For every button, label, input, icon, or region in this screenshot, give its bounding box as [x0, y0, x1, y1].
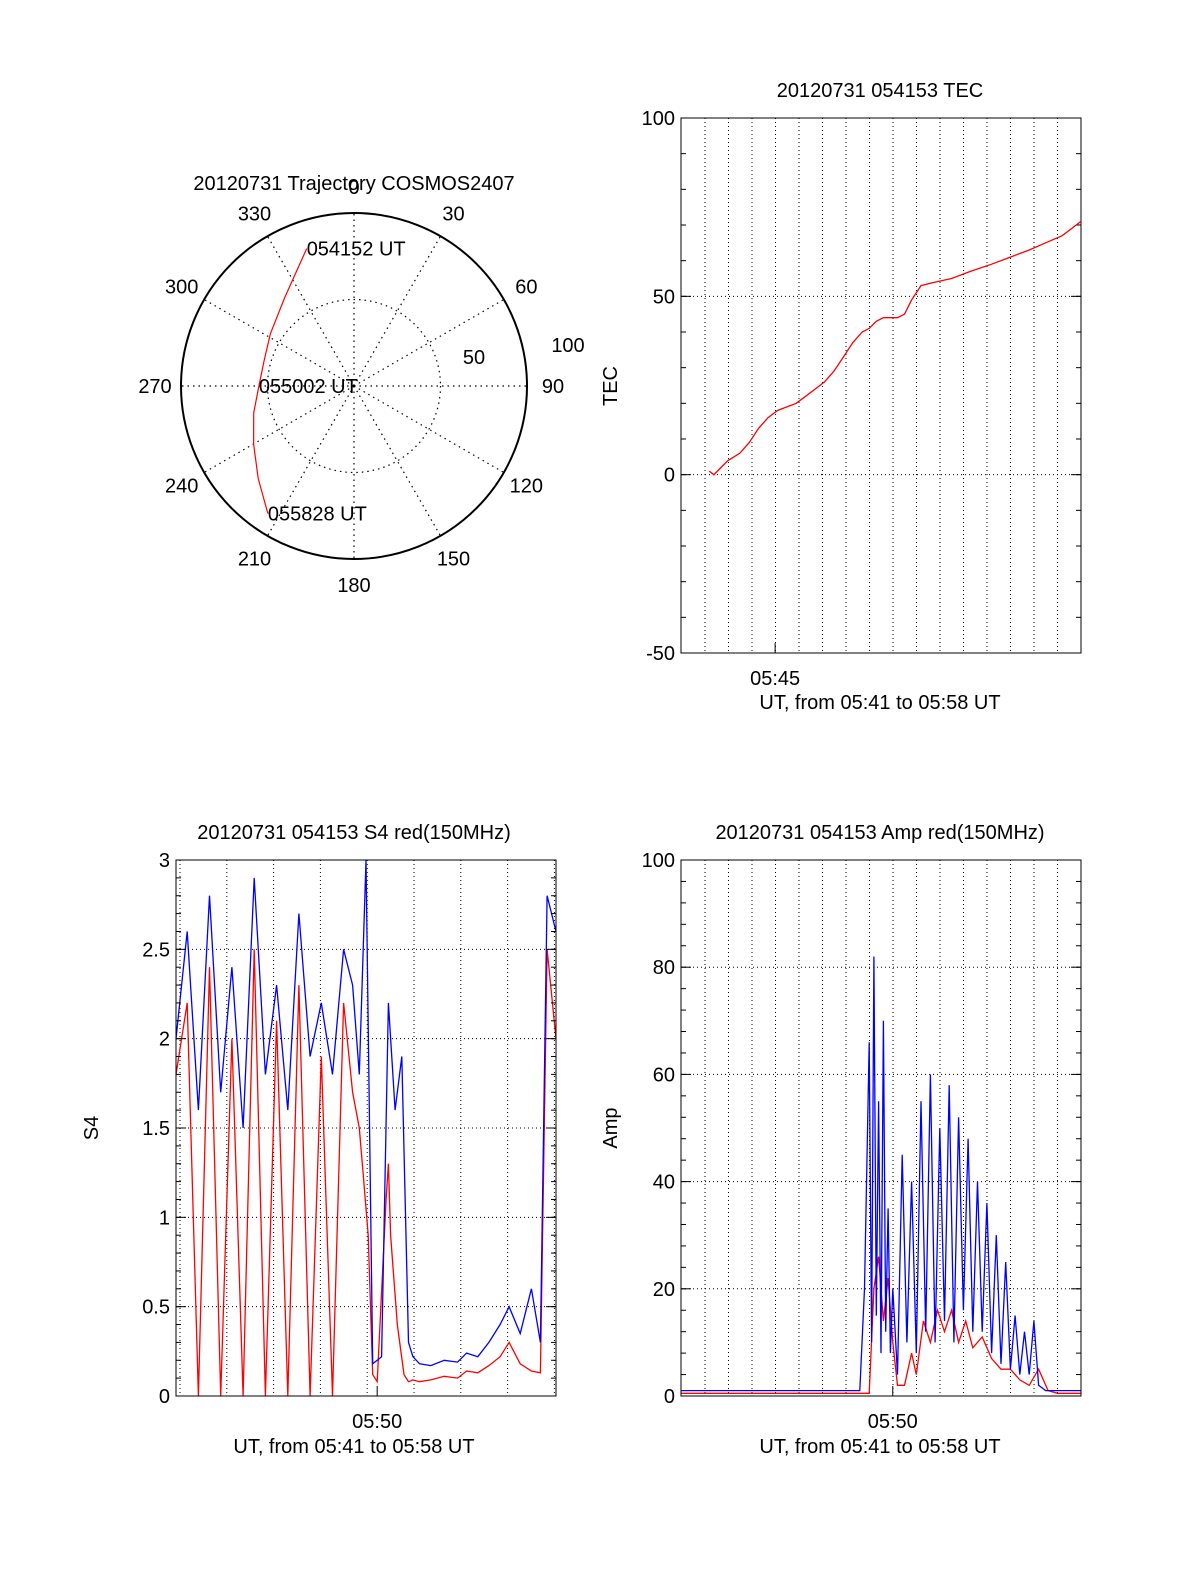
amp-ticks: 0 20 40 60 80 100 05:50	[642, 850, 1081, 1433]
tec-xtick-label: 05:45	[750, 668, 800, 690]
tec-xlabel: UT, from 05:41 to 05:58 UT	[759, 692, 1000, 714]
amp-series-line	[681, 956, 1081, 1392]
s4-ytick-label: 0.5	[142, 1297, 170, 1319]
trajectory-panel: 20120731 Trajectory COSMOS2407 0 30 60 90 12…	[138, 173, 584, 597]
azimuth-label: 270	[138, 376, 171, 398]
tec-series	[708, 220, 1082, 476]
amp-ytick-label: 80	[653, 957, 675, 979]
s4-series-line	[175, 859, 557, 1367]
azimuth-label: 150	[437, 548, 470, 570]
polar-outer-circle	[180, 212, 528, 560]
amp-plot-frame	[680, 859, 1082, 1397]
radius-labels: 50 100	[463, 335, 585, 369]
radius-label: 100	[551, 335, 584, 357]
tec-ytick-label: 0	[664, 465, 675, 487]
s4-series	[175, 859, 557, 1397]
azimuth-label: 0	[348, 177, 359, 199]
amp-ylabel: Amp	[600, 1107, 622, 1148]
trajectory-title: 20120731 Trajectory COSMOS2407	[193, 173, 514, 195]
s4-ytick-label: 1	[159, 1207, 170, 1229]
s4-xlabel: UT, from 05:41 to 05:58 UT	[233, 1436, 474, 1458]
amp-title: 20120731 054153 Amp red(150MHz)	[715, 822, 1044, 844]
amp-ytick-label: 100	[642, 850, 675, 872]
s4-ytick-label: 0	[159, 1386, 170, 1408]
polar-spoke	[266, 385, 355, 537]
amp-ytick-label: 0	[664, 1386, 675, 1408]
azimuth-label: 60	[515, 277, 537, 299]
polar-spoke	[353, 235, 442, 387]
tec-ytick-label: 50	[653, 286, 675, 308]
polar-spoke	[353, 385, 505, 474]
polar-spoke	[353, 385, 442, 537]
trajectory-line	[252, 248, 308, 514]
tec-panel: 20120731 054153 TEC -50 0 50 100 05:45 TEC U…	[600, 80, 1082, 714]
amp-series	[681, 956, 1081, 1394]
s4-ytick-label: 3	[159, 850, 170, 872]
polar-spoke	[353, 298, 505, 387]
amp-xlabel: UT, from 05:41 to 05:58 UT	[759, 1436, 1000, 1458]
tec-ytick-label: -50	[646, 643, 675, 665]
amp-series-line	[681, 1256, 1081, 1394]
azimuth-label: 30	[442, 204, 464, 226]
tec-plot-frame	[680, 117, 1082, 654]
s4-series-line	[175, 949, 557, 1397]
s4-xtick-label: 05:50	[352, 1411, 402, 1433]
azimuth-label: 330	[238, 204, 271, 226]
amp-panel: 20120731 054153 Amp red(150MHz) 0 20 40 60 8…	[600, 822, 1082, 1458]
amp-ytick-label: 60	[653, 1064, 675, 1086]
polar-range-circle	[266, 298, 442, 474]
azimuth-label: 120	[510, 476, 543, 498]
s4-grid	[176, 860, 556, 1396]
s4-panel: 20120731 054153 S4 red(150MHz) 0 0.5 1 1.5 2…	[81, 822, 557, 1458]
trajectory-annotations: 054152 UT 055002 UT 055828 UT	[259, 239, 406, 526]
azimuth-label: 300	[165, 277, 198, 299]
tec-ticks: -50 0 50 100 05:45	[642, 108, 1081, 690]
tec-ytick-label: 100	[642, 108, 675, 130]
s4-ytick-label: 2.5	[142, 939, 170, 961]
amp-ytick-label: 20	[653, 1279, 675, 1301]
s4-ylabel: S4	[81, 1116, 103, 1140]
tec-grid	[681, 118, 1082, 653]
trajectory-annotation: 055002 UT	[259, 376, 358, 398]
s4-ytick-label: 1.5	[142, 1118, 170, 1140]
trajectory-annotation: 054152 UT	[307, 239, 406, 261]
azimuth-label: 180	[337, 575, 370, 597]
tec-title: 20120731 054153 TEC	[777, 80, 983, 102]
tec-series-line	[708, 220, 1082, 476]
polar-spoke	[266, 235, 355, 387]
azimuth-labels: 0 30 60 90 120 150 180 210 240 270 300 330	[138, 177, 564, 597]
trajectory-annotation: 055828 UT	[268, 504, 367, 526]
amp-xtick-label: 05:50	[868, 1411, 918, 1433]
tec-ylabel: TEC	[600, 366, 622, 406]
radius-label: 50	[463, 347, 485, 369]
amp-ytick-label: 40	[653, 1172, 675, 1194]
polar-grid	[181, 213, 527, 559]
s4-title: 20120731 054153 S4 red(150MHz)	[197, 822, 511, 844]
polar-spoke	[203, 298, 355, 387]
s4-ytick-label: 2	[159, 1029, 170, 1051]
azimuth-label: 210	[238, 548, 271, 570]
polar-spoke	[203, 385, 355, 474]
azimuth-label: 240	[165, 476, 198, 498]
azimuth-label: 90	[542, 376, 564, 398]
s4-ticks: 0 0.5 1 1.5 2 2.5 3 05:50	[142, 850, 556, 1433]
